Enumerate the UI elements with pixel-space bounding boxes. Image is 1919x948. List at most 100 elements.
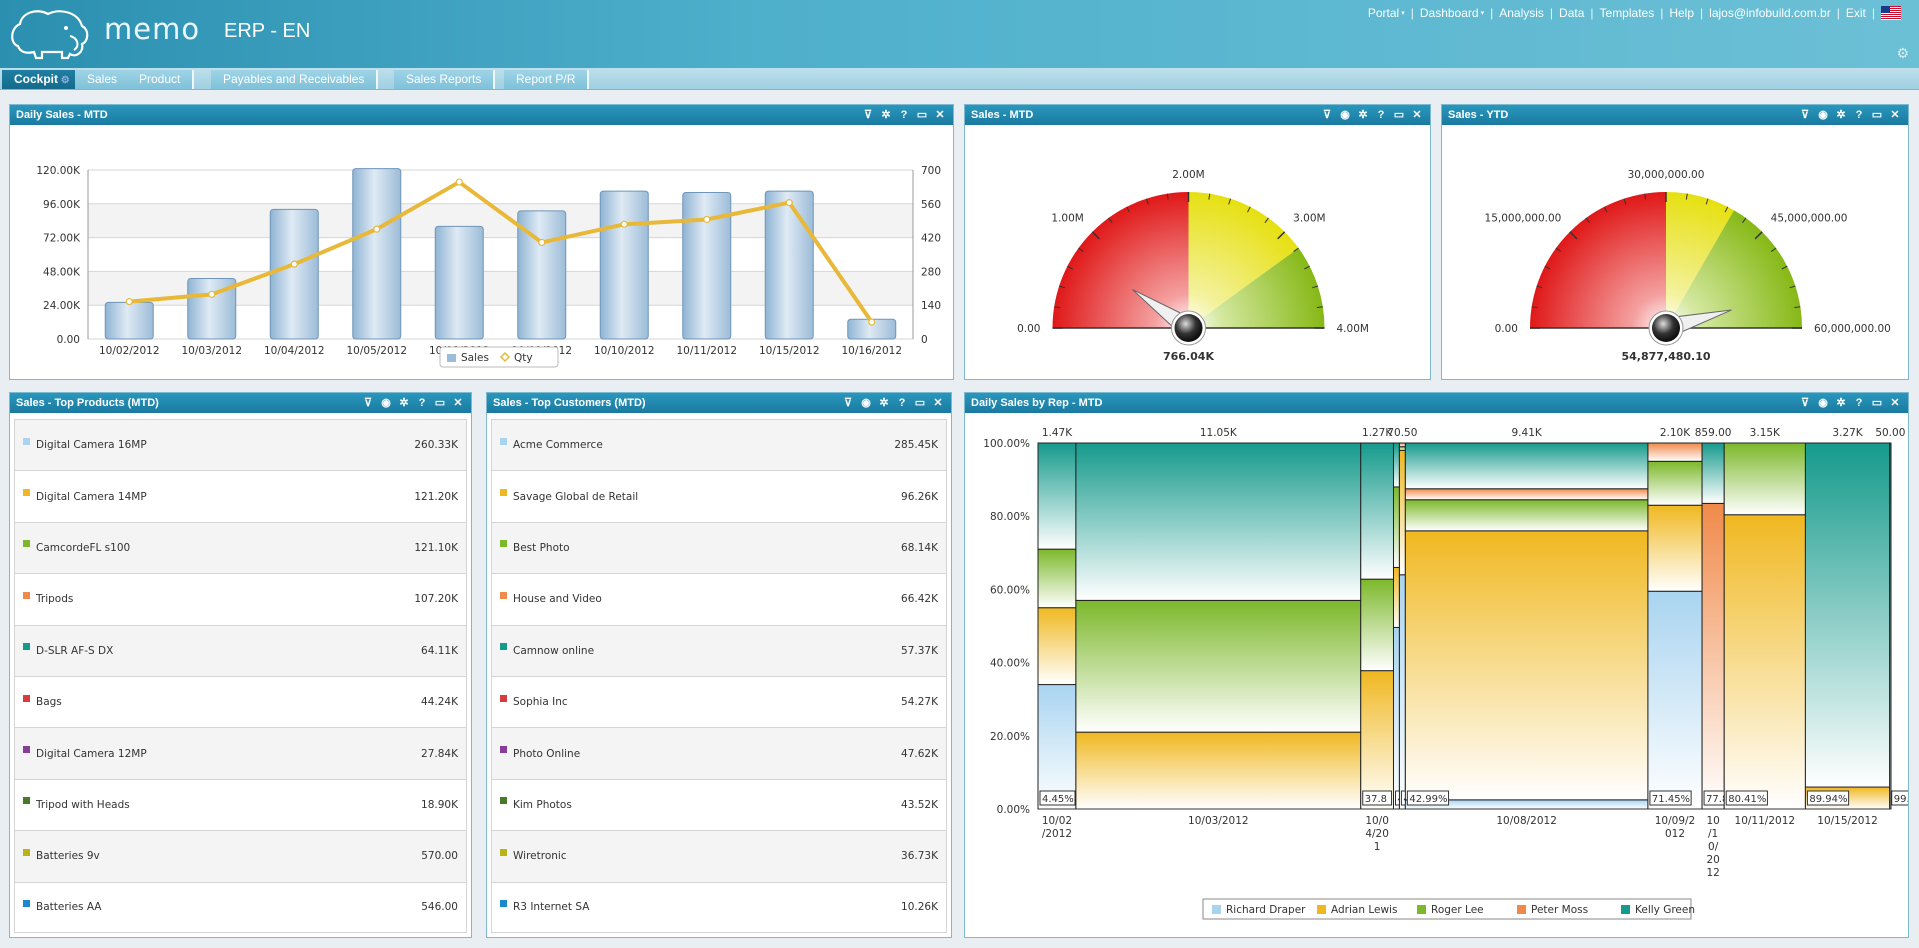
close-icon[interactable]: ✕ [453,397,463,409]
tab-report-p-r[interactable]: Report P/R [504,70,590,89]
filter-icon[interactable]: ⊽ [1800,397,1810,409]
caret-down-icon: ▾ [1401,10,1405,17]
sales-ytd-panel: Sales - YTD ⊽ ◉ ✲? ▭ ✕ 0.00 15,000,000.00 30,0… [1441,104,1909,380]
list-item[interactable]: Kim Photos 43.52K [491,778,947,831]
list-item[interactable]: Batteries AA 546.00 [14,881,467,933]
filter-icon[interactable]: ⊽ [863,109,873,121]
tab-product[interactable]: Product [127,70,195,89]
help-icon[interactable]: ? [898,397,906,409]
maximize-icon[interactable]: ▭ [1871,109,1883,121]
settings-icon[interactable]: ✲ [881,109,891,121]
tab-gear-icon[interactable]: ⚙ [58,75,70,86]
data-label: 99.85 [1894,794,1908,805]
y-tick-label-left: 0.00 [57,334,80,346]
panel-title: Sales - Top Products (MTD) [16,397,159,409]
x-tick-label: 10/03/2012 [1188,815,1249,827]
mekko-segment [1360,578,1394,672]
gauge-tick [1569,231,1578,240]
top-menu-lajos-infobuild-com-br[interactable]: lajos@infobuild.com.br [1703,6,1837,20]
filter-icon[interactable]: ⊽ [1800,109,1810,121]
sales-by-rep-chart: 0.00% 20.00% 40.00% 60.00% 80.00% 100.00% 1.47… [983,427,1919,920]
settings-icon[interactable]: ✲ [879,397,889,409]
bar [269,208,319,340]
top-menu-dashboard[interactable]: Dashboard ▾ [1414,6,1490,20]
help-icon[interactable]: ? [418,397,426,409]
settings-icon[interactable]: ✲ [1836,397,1846,409]
list-item[interactable]: Bags 44.24K [14,675,467,728]
mekko-segment [1360,670,1394,810]
view-icon[interactable]: ◉ [1818,109,1828,121]
settings-gear-icon[interactable]: ⚙ [1896,46,1909,62]
panel-header: Daily Sales - MTD ⊽ ✲? ▭ ✕ [10,105,953,125]
close-icon[interactable]: ✕ [935,109,945,121]
item-value: 54.27K [901,696,938,709]
x-tick-label: /2012 [1042,828,1072,840]
list-item[interactable]: Photo Online 47.62K [491,727,947,779]
panel-title: Daily Sales by Rep - MTD [971,397,1103,409]
top-menu-data[interactable]: Data [1553,6,1590,20]
x-tick-label: 10/11/2012 [1735,815,1796,827]
tab-cockpit[interactable]: Cockpit ⚙ [2,70,84,89]
view-icon[interactable]: ◉ [381,397,391,409]
close-icon[interactable]: ✕ [1890,109,1900,121]
x-tick-label: 10/09/2 [1655,815,1695,827]
data-label-box [1806,790,1850,806]
top-menu-help[interactable]: Help [1663,6,1700,20]
maximize-icon[interactable]: ▭ [434,397,446,409]
top-menu-analysis[interactable]: Analysis [1493,6,1550,20]
list-item[interactable]: D-SLR AF-S DX 64.11K [14,624,467,676]
list-item[interactable]: Digital Camera 12MP 27.84K [14,727,467,779]
settings-icon[interactable]: ✲ [399,397,409,409]
mekko-segment [1647,590,1703,810]
x-tick-label: 10/10/2012 [594,345,655,357]
settings-icon[interactable]: ✲ [1358,109,1368,121]
help-icon[interactable]: ? [1855,109,1863,121]
item-value: 570.00 [421,850,458,863]
list-item[interactable]: Savage Global de Retail 96.26K [491,470,947,522]
settings-icon[interactable]: ✲ [1836,109,1846,121]
list-item[interactable]: Tripods 107.20K [14,573,467,625]
filter-icon[interactable]: ⊽ [843,397,853,409]
column-total-label: 9.41K [1512,427,1543,439]
list-item[interactable]: R3 Internet SA 10.26K [491,881,947,933]
maximize-icon[interactable]: ▭ [916,109,928,121]
close-icon[interactable]: ✕ [1412,109,1422,121]
view-icon[interactable]: ◉ [1340,109,1350,121]
view-icon[interactable]: ◉ [1818,397,1828,409]
top-menu-templates[interactable]: Templates [1594,6,1661,20]
list-item[interactable]: Digital Camera 16MP 260.33K [14,419,467,471]
close-icon[interactable]: ✕ [933,397,943,409]
top-menu-portal[interactable]: Portal ▾ [1362,6,1411,20]
list-item[interactable]: Acme Commerce 285.45K [491,419,947,471]
view-icon[interactable]: ◉ [861,397,871,409]
list-item[interactable]: House and Video 66.42K [491,573,947,625]
tab-sales[interactable]: Sales [75,70,132,89]
close-icon[interactable]: ✕ [1890,397,1900,409]
elephant-logo-icon[interactable] [8,6,92,62]
maximize-icon[interactable]: ▭ [914,397,926,409]
list-item[interactable]: Sophia Inc 54.27K [491,675,947,728]
item-value: 260.33K [414,439,458,452]
help-icon[interactable]: ? [1855,397,1863,409]
filter-icon[interactable]: ⊽ [363,397,373,409]
legend-swatch [447,354,456,362]
tab-sales-reports[interactable]: Sales Reports [394,70,496,89]
tab-payables-and-receivables[interactable]: Payables and Receivables [211,70,379,89]
item-name: Wiretronic [513,850,567,863]
mekko-segment [1701,502,1725,810]
top-menu-exit[interactable]: Exit [1840,6,1872,20]
list-item[interactable]: Batteries 9v 570.00 [14,830,467,882]
list-item[interactable]: Wiretronic 36.73K [491,830,947,882]
us-flag-icon[interactable] [1881,6,1901,20]
list-item[interactable]: Tripod with Heads 18.90K [14,778,467,831]
mekko-segment [1723,442,1806,516]
help-icon[interactable]: ? [1377,109,1385,121]
list-item[interactable]: Digital Camera 14MP 121.20K [14,470,467,522]
maximize-icon[interactable]: ▭ [1871,397,1883,409]
help-icon[interactable]: ? [900,109,908,121]
maximize-icon[interactable]: ▭ [1393,109,1405,121]
list-item[interactable]: Best Photo 68.14K [491,521,947,574]
list-item[interactable]: Camnow online 57.37K [491,624,947,676]
list-item[interactable]: CamcordeFL s100 121.10K [14,521,467,574]
filter-icon[interactable]: ⊽ [1322,109,1332,121]
